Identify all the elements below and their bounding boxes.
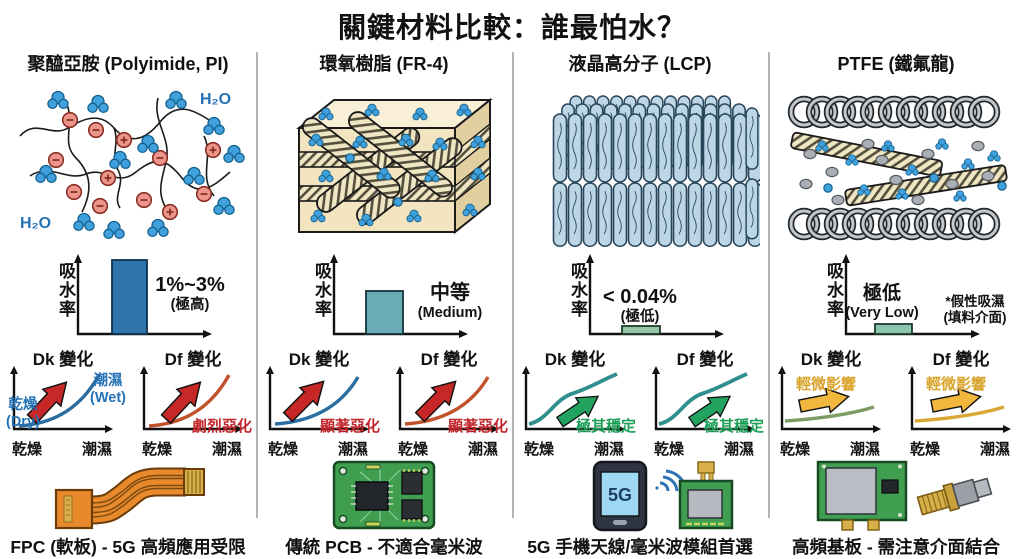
x-wet: 潮濕: [467, 441, 498, 458]
sma-connector: [916, 477, 993, 516]
column-header: 環氧樹脂 (FR-4): [319, 54, 449, 74]
ptfe-coil-top: [791, 99, 997, 125]
dk-df-charts: Dk 變化 乾燥 (Dry) 潮濕 (Wet) 乾燥 潮濕 Df 變化: [0, 345, 256, 459]
df-curve: [658, 372, 748, 426]
x-wet: 潮濕: [849, 441, 880, 458]
fpc-flex-cable-icon: [54, 467, 205, 530]
x-wet: 潮濕: [723, 441, 754, 458]
column-header: 聚醯亞胺 (Polyimide, PI): [27, 54, 229, 74]
dk-chart: Dk 變化 顯著惡化 乾燥 潮濕: [266, 350, 380, 458]
absorption-note: < 0.04% (極低): [603, 286, 677, 325]
absorption-chart: [842, 254, 980, 338]
absorption-footnote: *假性吸濕 (填料介面): [943, 294, 1007, 325]
polyimide-structure-illustration: H₂O H₂O: [19, 90, 245, 240]
dk-curve: [784, 405, 875, 423]
x-wet: 潮濕: [81, 441, 112, 458]
column-polyimide: 聚醯亞胺 (Polyimide, PI): [0, 48, 256, 559]
x-wet: 潮濕: [211, 441, 242, 458]
df-curve: [148, 374, 231, 428]
absorption-chart: [330, 254, 468, 338]
df-annotation: 劇烈惡化: [191, 418, 252, 435]
phone-5g-label: 5G: [608, 485, 632, 505]
dk-df-charts: Dk 變化 輕微影響 乾燥 潮濕 Df 變化 輕微影響: [768, 345, 1024, 459]
dk-curve: [528, 372, 618, 426]
dry-annotation: 乾燥 (Dry): [6, 397, 40, 430]
x-wet: 潮濕: [979, 441, 1010, 458]
lcp-structure-illustration: [552, 95, 760, 248]
pcb-icon: [332, 460, 436, 530]
x-dry: 乾燥: [12, 441, 43, 458]
antenna-module: [678, 461, 734, 530]
column-header: 液晶高分子 (LCP): [568, 54, 712, 74]
dk-curve: [274, 376, 360, 426]
absorption-chart: [74, 254, 212, 338]
dk-annotation: 顯著惡化: [319, 418, 380, 435]
absorption-chart: [586, 254, 724, 338]
absorption-bar: [874, 323, 913, 335]
x-dry: 乾燥: [398, 441, 429, 458]
column-divider: [768, 52, 770, 518]
absorption-bar: [111, 259, 148, 335]
column-divider: [512, 52, 514, 518]
column-divider: [256, 52, 258, 518]
x-dry: 乾燥: [524, 441, 555, 458]
dk-chart: Dk 變化 乾燥 (Dry) 潮濕 (Wet) 乾燥 潮濕: [6, 350, 126, 458]
dk-curve: [18, 374, 101, 428]
dk-chart: Dk 變化 輕微影響 乾燥 潮濕: [778, 350, 881, 458]
wet-annotation: 潮濕 (Wet): [90, 373, 126, 406]
x-dry: 乾燥: [780, 441, 811, 458]
df-curve: [404, 376, 490, 426]
df-annotation: 極其穩定: [703, 418, 764, 435]
column-header: PTFE (鐵氟龍): [837, 54, 955, 74]
x-wet: 潮濕: [593, 441, 624, 458]
x-dry: 乾燥: [654, 441, 685, 458]
absorption-axis-label: 吸水率: [824, 262, 843, 319]
5g-phone-module-icon: 5G: [592, 460, 734, 532]
absorption-note: 1%~3% (極高): [155, 274, 225, 313]
df-chart: Df 變化 輕微影響 乾燥 潮濕: [908, 350, 1011, 458]
absorption-axis-label: 吸水率: [568, 262, 587, 319]
fr4-structure-illustration: [296, 97, 493, 235]
dk-df-charts: Dk 變化 極其穩定 乾燥 潮濕 Df 變化 極其穩定: [512, 345, 768, 459]
df-chart: Df 變化 極其穩定 乾燥 潮濕: [652, 350, 764, 458]
column-caption: 5G 手機天線/毫米波模組首選: [527, 537, 753, 557]
df-annotation: 顯著惡化: [447, 418, 508, 435]
h2o-label: H₂O: [20, 215, 51, 232]
ptfe-structure-illustration: [776, 84, 1008, 248]
polar-groups: [47, 111, 222, 221]
absorption-note: 中等 (Medium): [417, 282, 483, 321]
absorption-axis-label: 吸水率: [312, 262, 331, 319]
x-dry: 乾燥: [910, 441, 941, 458]
h2o-label: H₂O: [200, 91, 231, 108]
column-ptfe: PTFE (鐵氟龍): [768, 48, 1024, 559]
df-curve: [914, 405, 1005, 423]
lcp-rod-molecules: [552, 95, 760, 248]
dk-annotation: 極其穩定: [575, 418, 636, 435]
absorption-bar: [621, 325, 661, 335]
absorption-bar: [365, 290, 404, 335]
absorption-axis-label: 吸水率: [56, 262, 75, 319]
page-title: 關鍵材料比較：誰最怕水？: [337, 12, 686, 43]
x-wet: 潮濕: [337, 441, 368, 458]
column-caption: 高頻基板 - 需注意介面結合: [791, 537, 1001, 557]
column-fr4: 環氧樹脂 (FR-4): [256, 48, 512, 559]
dk-annotation: 輕微影響: [796, 376, 857, 393]
fiber-rod: [844, 164, 1008, 207]
x-dry: 乾燥: [268, 441, 299, 458]
column-lcp: 液晶高分子 (LCP): [512, 48, 768, 559]
column-caption: 傳統 PCB - 不適合毫米波: [285, 537, 483, 557]
column-caption: FPC (軟板) - 5G 高頻應用受限: [10, 537, 246, 557]
rf-board: [816, 460, 908, 531]
df-annotation: 輕微影響: [926, 376, 987, 393]
absorption-note: 極低 (Very Low): [845, 283, 919, 321]
dk-chart: Dk 變化 極其穩定 乾燥 潮濕: [522, 350, 636, 458]
rf-board-sma-icon: [816, 460, 993, 531]
ptfe-coil-bottom: [791, 211, 997, 237]
x-dry: 乾燥: [142, 441, 173, 458]
dk-df-charts: Dk 變化 顯著惡化 乾燥 潮濕 Df 變化 顯著惡化: [256, 345, 512, 459]
df-chart: Df 變化 顯著惡化 乾燥 潮濕: [396, 350, 508, 458]
df-chart: Df 變化 劇烈惡化 乾燥 潮濕: [140, 350, 252, 458]
